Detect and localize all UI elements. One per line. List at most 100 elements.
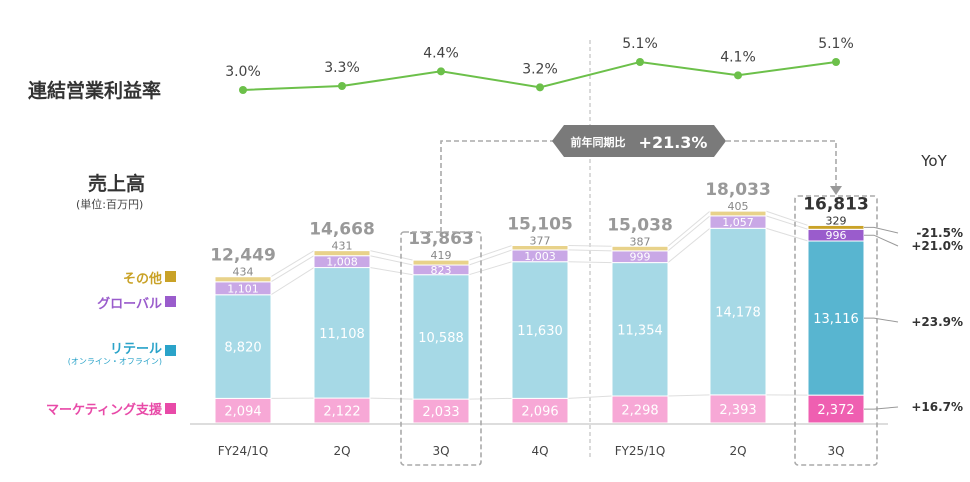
stack-connector [270,255,315,283]
stack-connector [567,261,613,264]
operating-margin-point [239,86,247,94]
stack-connector [765,210,809,226]
bar-other [511,245,569,251]
legend-marketing-swatch [165,403,176,414]
bar-value-label-retail: 11,354 [617,323,663,338]
stack-connector [270,250,315,278]
category-label: 2Q [333,444,350,458]
stack-connector [270,267,315,296]
bar-value-label-marketing: 2,393 [719,403,756,418]
bar-retail [709,227,767,396]
bar-value-label-marketing: 2,094 [224,405,261,420]
operating-margin-point [734,71,742,80]
bar-retail [511,261,569,399]
stack-connector [567,249,613,252]
bar-value-label-other: 434 [233,266,254,279]
bar-value-label-marketing: 2,298 [621,403,658,418]
comparison-arrowhead [830,186,842,195]
bar-value-label-marketing: 2,122 [323,405,360,420]
bar-total-label: 12,449 [210,246,276,266]
bar-value-label-retail: 11,108 [319,327,365,342]
category-label: FY24/1Q [218,444,269,458]
legend-global-label: グローバル [97,297,162,312]
bar-value-label-global: 1,003 [524,250,556,263]
bar-total-label: 15,105 [507,215,573,235]
bar-value-label-marketing: 2,096 [521,405,558,420]
bar-other [313,250,371,257]
bar-marketing [807,394,865,424]
legend-retail-swatch [165,345,176,356]
bar-retail [412,274,470,400]
comparison-badge [552,125,726,157]
yoy-value: +16.7% [911,400,963,414]
bar-value-label-other: 431 [332,240,353,253]
category-label: 3Q [432,444,449,458]
category-label: 2Q [729,444,746,458]
legend-other-swatch [165,271,176,282]
stack-connector [468,261,513,276]
bar-other [412,259,470,266]
yoy-value: +21.0% [911,239,963,253]
bar-retail [611,262,669,397]
bar-value-label-global: 999 [630,251,651,264]
comparison-value: +21.3% [639,133,708,152]
bar-value-label-global: 1,057 [722,216,754,229]
bar-marketing [611,395,669,424]
stack-connector [468,245,513,261]
operating-margin-point [636,58,644,66]
bar-retail [807,240,865,396]
bar-value-label-retail: 13,116 [813,312,859,327]
stack-connector [369,250,414,261]
yoy-value: +23.9% [911,315,963,329]
stack-connector [468,397,513,400]
bar-value-label-retail: 10,588 [418,331,464,346]
stack-connector [765,215,809,230]
yoy-leader-line [864,406,899,410]
legend-marketing-label: マーケティング支援 [46,403,162,418]
bar-value-label-global: 1,101 [227,282,259,295]
yoy-header: YoY [920,152,947,170]
operating-margin-label: 3.0% [225,64,261,80]
stack-connector [567,395,613,399]
stack-connector [567,245,613,247]
bar-value-label-retail: 8,820 [224,341,261,356]
stack-connector [667,227,711,263]
unit-label: (単位:百万円) [76,198,144,211]
bar-value-label-global: 823 [431,264,452,277]
operating-margin-label: 5.1% [818,36,854,52]
yoy-leader-line [864,317,899,323]
bar-total-label: 15,038 [607,215,673,235]
operating-margin-point [832,58,840,66]
bar-total-label: 13,863 [408,229,474,249]
stack-connector [369,267,414,276]
legend-retail-label: リテール [109,342,162,357]
bar-value-label-retail: 14,178 [715,306,761,321]
bar-other [214,276,272,283]
category-label: 4Q [531,444,548,458]
operating-margin-point [536,83,544,92]
bar-value-label-other: 405 [728,200,749,213]
yoy-leader-line [864,226,899,234]
bar-value-label-retail: 11,630 [517,324,563,339]
operating-margin-label: 5.1% [622,36,658,52]
stack-connector [667,215,711,252]
operating-margin-point [338,82,346,90]
yoy-leader-line [864,234,899,247]
bar-total-label: 18,033 [705,180,771,200]
bar-value-label-global: 1,008 [326,256,358,269]
bar-other [611,245,669,252]
legend-other-label: その他 [122,272,162,287]
legend-global-swatch [165,296,176,307]
stack-connector [667,210,711,247]
operating-margin-label: 3.2% [522,61,558,77]
bar-value-label-marketing: 2,033 [422,405,459,420]
bar-total-label: 16,813 [803,194,869,214]
operating-margin-title: 連結営業利益率 [28,80,162,102]
bar-marketing [709,394,767,424]
bar-retail [214,294,272,399]
category-label: 3Q [827,444,844,458]
operating-margin-label: 3.3% [324,60,360,76]
operating-margin-label: 4.1% [720,49,756,65]
bar-value-label-other: 329 [826,214,847,227]
